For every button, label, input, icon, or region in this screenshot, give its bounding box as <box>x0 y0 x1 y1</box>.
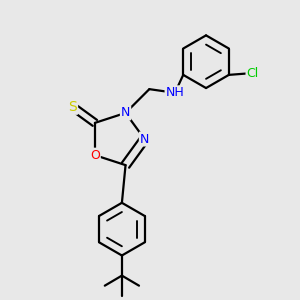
Text: Cl: Cl <box>247 67 259 80</box>
Text: N: N <box>140 133 149 146</box>
Text: O: O <box>90 149 100 162</box>
Text: S: S <box>68 100 77 114</box>
Text: N: N <box>121 106 130 119</box>
Text: NH: NH <box>166 86 184 99</box>
